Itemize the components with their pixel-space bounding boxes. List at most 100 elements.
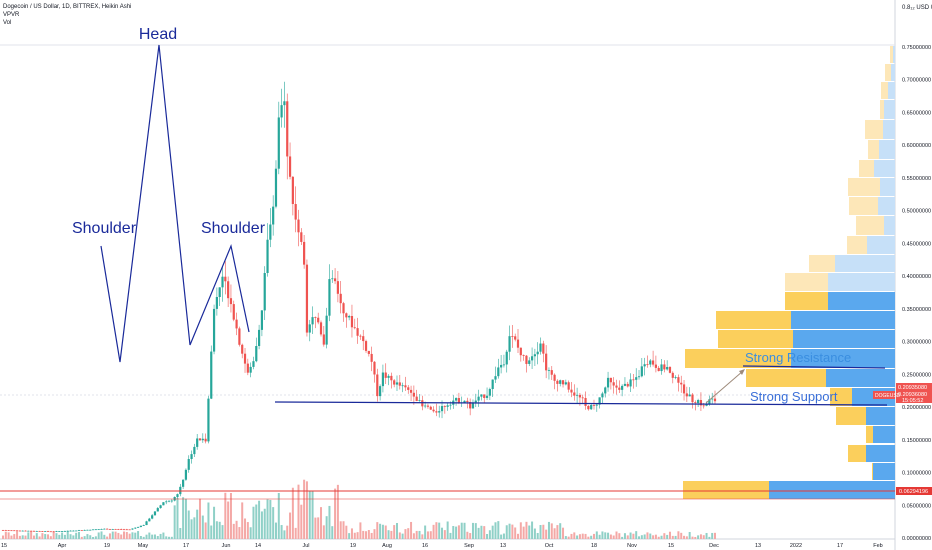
current-price-tag-2[interactable] bbox=[896, 390, 932, 403]
price-scale[interactable]: 0.8₁₂ USD 00 0.75000000 0.70000000 0.650000… bbox=[873, 5, 932, 542]
time-label: Aug bbox=[382, 543, 392, 549]
indicator-vol-label[interactable]: Vol bbox=[3, 20, 12, 26]
candle-body bbox=[80, 530, 83, 532]
volume-bar bbox=[455, 526, 458, 539]
volume-profile-up bbox=[849, 197, 878, 215]
time-label: 18 bbox=[591, 543, 597, 549]
volume-bar bbox=[297, 484, 300, 539]
time-scale[interactable]: 15 Apr 19 May 17 Jun 14 Jul 19 Aug 16 Sep 13 Oct 18 Nov… bbox=[1, 543, 883, 549]
volume-bar bbox=[387, 530, 390, 539]
candle-body bbox=[685, 393, 688, 397]
volume-bar bbox=[421, 534, 424, 539]
current-price-tag[interactable] bbox=[896, 383, 932, 390]
volume-bar bbox=[365, 531, 368, 539]
volume-bar bbox=[584, 533, 587, 539]
candle-body bbox=[336, 281, 339, 294]
volume-bar bbox=[227, 501, 230, 539]
volume-bar bbox=[345, 525, 348, 539]
volume-bar bbox=[94, 536, 97, 539]
volume-bar bbox=[705, 532, 708, 539]
candle-body bbox=[229, 298, 233, 305]
volume-bar bbox=[638, 536, 641, 539]
volume-bar bbox=[75, 532, 78, 539]
volume-bar bbox=[204, 522, 207, 539]
candle-body bbox=[694, 402, 697, 404]
candle-body bbox=[153, 511, 157, 516]
candle-body bbox=[21, 530, 24, 532]
candle-body bbox=[333, 278, 337, 282]
volume-profile-down bbox=[893, 46, 895, 63]
candle-body bbox=[477, 396, 480, 401]
volume-profile-down bbox=[874, 160, 895, 177]
candle-body bbox=[398, 382, 401, 386]
volume-bar bbox=[612, 535, 615, 539]
candle-body bbox=[457, 398, 461, 404]
volume-bar bbox=[111, 531, 114, 539]
price-label: 0.50000000 bbox=[902, 209, 931, 215]
volume-bar bbox=[598, 534, 601, 539]
candle-body bbox=[483, 394, 486, 398]
candle-body bbox=[342, 303, 345, 314]
candle-body bbox=[314, 317, 317, 318]
volume-bar bbox=[103, 534, 106, 539]
price-label: 0.20000000 bbox=[902, 405, 931, 411]
support-line[interactable] bbox=[274, 401, 888, 406]
candle-body bbox=[232, 304, 235, 320]
price-label: 0.65000000 bbox=[902, 110, 931, 116]
candle-body bbox=[491, 379, 494, 390]
volume-bar bbox=[336, 484, 339, 539]
indicator-vpvr-label[interactable]: VPVR bbox=[3, 12, 20, 18]
volume-bar bbox=[576, 535, 579, 539]
resistance-line[interactable] bbox=[742, 365, 886, 369]
head-and-shoulders-path[interactable] bbox=[100, 44, 250, 363]
symbol-tag[interactable] bbox=[873, 391, 895, 399]
volume-profile-down bbox=[828, 292, 895, 310]
candle-body bbox=[142, 525, 145, 526]
volume-bar bbox=[601, 531, 604, 539]
volume-profile-up bbox=[716, 311, 791, 329]
projection-arrow[interactable] bbox=[705, 370, 744, 404]
volume-bar bbox=[108, 533, 111, 539]
price-label: 0.40000000 bbox=[902, 274, 931, 280]
volume-bar bbox=[691, 536, 694, 539]
volume-bar bbox=[165, 536, 168, 539]
volume-bar bbox=[294, 527, 297, 539]
candle-body bbox=[288, 156, 292, 177]
red-line-price-tag[interactable] bbox=[896, 487, 932, 495]
time-label: 17 bbox=[183, 543, 189, 549]
volume-bar bbox=[592, 533, 595, 539]
volume-bar bbox=[7, 532, 10, 539]
candle-body bbox=[260, 310, 264, 330]
candle-body bbox=[257, 329, 261, 347]
candle-body bbox=[308, 324, 311, 333]
candle-body bbox=[215, 297, 218, 309]
volume-bar bbox=[573, 532, 576, 539]
candle-body bbox=[691, 394, 694, 403]
volume-bar bbox=[106, 536, 109, 539]
candle-body bbox=[294, 204, 297, 220]
volume-bar bbox=[694, 536, 697, 539]
candle-body bbox=[182, 479, 185, 487]
volume-bar bbox=[320, 507, 323, 539]
volume-bar bbox=[680, 532, 683, 539]
volume-bars bbox=[2, 479, 716, 539]
price-label: 0.70000000 bbox=[902, 78, 931, 84]
candle-body bbox=[438, 411, 441, 413]
time-label: Jul bbox=[302, 543, 309, 549]
volume-bar bbox=[69, 534, 72, 539]
candle-body bbox=[522, 355, 525, 356]
volume-bar bbox=[244, 518, 247, 539]
volume-bar bbox=[179, 527, 182, 539]
volume-bar bbox=[426, 531, 429, 539]
annotations: Head Shoulder Shoulder Strong Resistance Str… bbox=[72, 26, 851, 404]
candle-body bbox=[94, 529, 97, 531]
volume-bar bbox=[483, 526, 486, 539]
volume-profile-down bbox=[880, 178, 895, 196]
volume-bar bbox=[266, 499, 269, 539]
candle-body bbox=[649, 360, 652, 365]
price-label: 0.00000000 bbox=[902, 536, 931, 542]
candle-body bbox=[162, 502, 165, 506]
candle-body bbox=[106, 528, 109, 530]
volume-bar bbox=[249, 527, 252, 539]
